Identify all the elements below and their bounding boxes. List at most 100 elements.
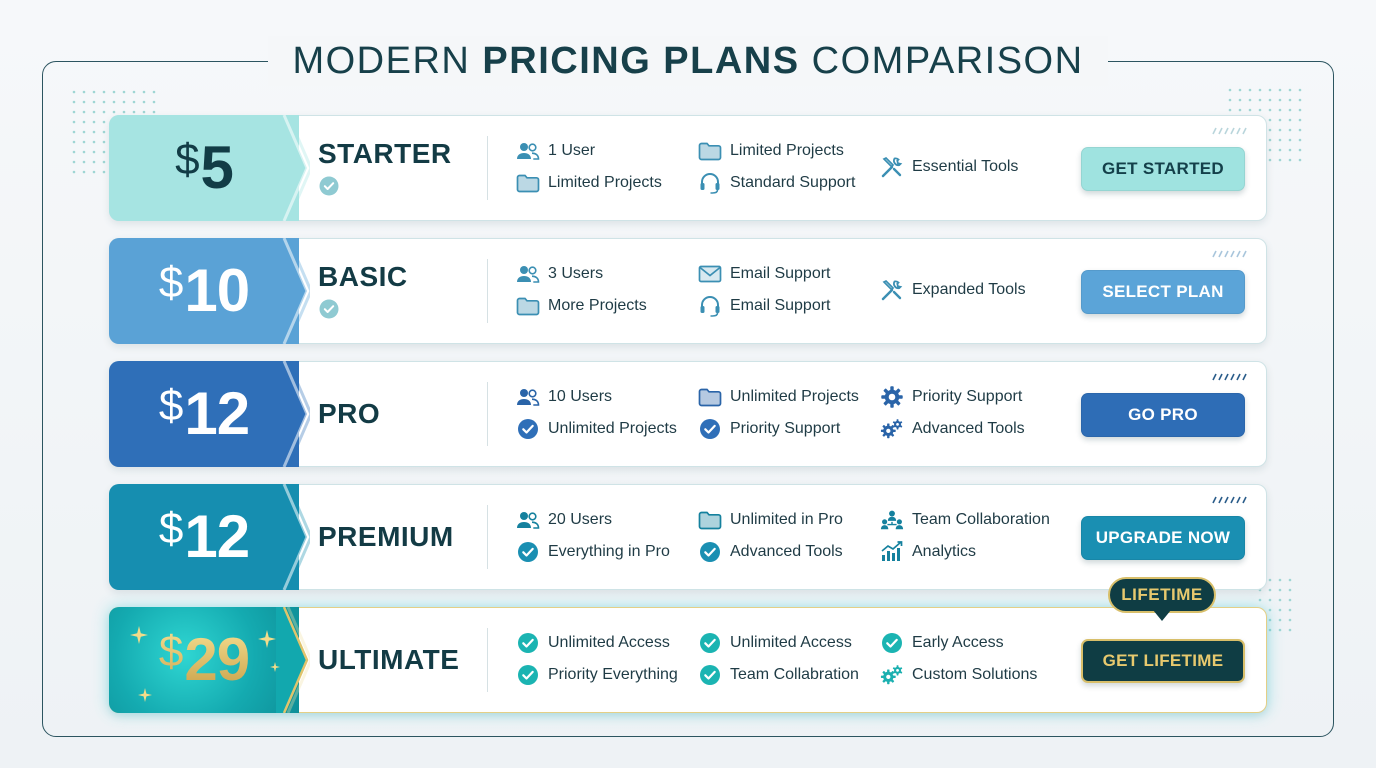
feature-item: Priority Support bbox=[698, 417, 840, 441]
plan-row-pro: $12 PRO 10 Users Unlimited Projects Unli… bbox=[109, 360, 1267, 468]
feature-label: Early Access bbox=[912, 634, 1004, 651]
folder-icon bbox=[698, 139, 722, 163]
feature-item: 10 Users bbox=[516, 385, 612, 409]
plan-check-icon bbox=[319, 176, 339, 196]
select-plan-button[interactable]: SELECT PLAN bbox=[1081, 270, 1245, 314]
folder-icon bbox=[516, 171, 540, 195]
feature-label: Email Support bbox=[730, 297, 831, 314]
get-lifetime-button[interactable]: GET LIFETIME bbox=[1081, 639, 1245, 683]
feature-item: Priority Support bbox=[880, 385, 1022, 409]
check-circle-icon bbox=[698, 663, 722, 687]
users-icon bbox=[516, 262, 540, 286]
plan-row-basic: $10 BASIC 3 Users More Projects Email Su… bbox=[109, 237, 1267, 345]
feature-item: 1 User bbox=[516, 139, 595, 163]
row-divider bbox=[487, 136, 488, 200]
price-tab: $10 bbox=[109, 238, 299, 344]
feature-label: 1 User bbox=[548, 142, 596, 159]
row-divider bbox=[487, 382, 488, 446]
feature-item: Early Access bbox=[880, 631, 1004, 655]
feature-label: Analytics bbox=[912, 543, 977, 560]
feature-item: Expanded Tools bbox=[880, 278, 1026, 302]
check-circle-icon bbox=[698, 631, 722, 655]
feature-item: Priority Everything bbox=[516, 663, 678, 687]
feature-label: Expanded Tools bbox=[912, 281, 1026, 298]
price-amount: $12 bbox=[158, 503, 250, 570]
page-title-container: MODERN PRICING PLANS COMPARISON bbox=[268, 36, 1108, 86]
go-pro-button[interactable]: GO PRO bbox=[1081, 393, 1245, 437]
price-tab-arrow bbox=[276, 360, 313, 468]
check-circle-icon bbox=[880, 631, 904, 655]
feature-item: Analytics bbox=[880, 540, 976, 564]
price-value: 5 bbox=[200, 134, 234, 201]
price-tab: $5 bbox=[109, 115, 299, 221]
feature-label: Unlimited Projects bbox=[730, 388, 859, 405]
headset-icon bbox=[698, 171, 722, 195]
currency-symbol: $ bbox=[175, 135, 200, 184]
plan-row-ultimate: $29 ULTIMATE Unlimited Access Priority E… bbox=[109, 606, 1267, 714]
check-circle-icon bbox=[698, 540, 722, 564]
sparkle-icon bbox=[130, 626, 148, 644]
feature-item: Limited Projects bbox=[516, 171, 662, 195]
price-tab-arrow bbox=[276, 606, 313, 714]
check-circle-icon bbox=[698, 417, 722, 441]
currency-symbol: $ bbox=[158, 504, 184, 553]
team-icon bbox=[880, 508, 904, 532]
feature-label: Unlimited Access bbox=[548, 634, 670, 651]
currency-symbol: $ bbox=[158, 381, 184, 430]
feature-label: Standard Support bbox=[730, 174, 856, 191]
feature-item: Advanced Tools bbox=[880, 417, 1025, 441]
price-value: 12 bbox=[184, 503, 250, 570]
users-icon bbox=[516, 139, 540, 163]
feature-label: Team Collaboration bbox=[912, 511, 1050, 528]
price-amount: $5 bbox=[175, 134, 234, 201]
hatch-decoration bbox=[1212, 250, 1247, 258]
tools-icon bbox=[880, 155, 904, 179]
price-value: 10 bbox=[184, 257, 250, 324]
feature-item: Advanced Tools bbox=[698, 540, 843, 564]
sparkle-icon bbox=[270, 662, 280, 672]
gear-icon bbox=[880, 385, 904, 409]
folder-icon bbox=[698, 385, 722, 409]
sparkle-icon bbox=[138, 688, 152, 702]
folder-icon bbox=[698, 508, 722, 532]
price-tab-arrow bbox=[276, 114, 313, 222]
title-part-3: COMPARISON bbox=[799, 39, 1084, 82]
price-tab-arrow bbox=[276, 483, 313, 591]
row-divider bbox=[487, 259, 488, 323]
feature-item: Unlimited Access bbox=[516, 631, 670, 655]
feature-label: Advanced Tools bbox=[912, 420, 1025, 437]
price-amount: $10 bbox=[159, 257, 250, 324]
headset-icon bbox=[698, 294, 722, 318]
gears-icon bbox=[880, 663, 904, 687]
feature-item: 3 Users bbox=[516, 262, 603, 286]
feature-label: Unlimited in Pro bbox=[730, 511, 843, 528]
feature-item: Standard Support bbox=[698, 171, 855, 195]
price-value: 29 bbox=[184, 626, 250, 693]
gears-icon bbox=[880, 417, 904, 441]
users-icon bbox=[516, 508, 540, 532]
feature-item: Unlimited Access bbox=[698, 631, 852, 655]
feature-label: Limited Projects bbox=[548, 174, 662, 191]
feature-item: More Projects bbox=[516, 294, 647, 318]
plan-check-icon bbox=[319, 299, 339, 319]
plan-row-premium: $12 PREMIUM 20 Users Everything in Pro U… bbox=[109, 483, 1267, 591]
feature-item: Unlimited Projects bbox=[698, 385, 859, 409]
check-circle-icon bbox=[516, 663, 540, 687]
plan-name: BASIC bbox=[318, 261, 408, 292]
check-circle-icon bbox=[516, 540, 540, 564]
title-part-1: MODERN bbox=[292, 39, 483, 82]
get-started-button[interactable]: GET STARTED bbox=[1081, 147, 1245, 191]
sparkle-icon bbox=[258, 630, 276, 648]
feature-label: Priority Support bbox=[730, 420, 841, 437]
upgrade-now-button[interactable]: UPGRADE NOW bbox=[1081, 516, 1245, 560]
feature-label: Essential Tools bbox=[912, 158, 1019, 175]
feature-item: Everything in Pro bbox=[516, 540, 670, 564]
feature-item: Team Collabration bbox=[698, 663, 859, 687]
users-icon bbox=[516, 385, 540, 409]
feature-item: Essential Tools bbox=[880, 155, 1018, 179]
feature-item: Limited Projects bbox=[698, 139, 844, 163]
feature-item: Custom Solutions bbox=[880, 663, 1037, 687]
feature-label: Team Collabration bbox=[730, 666, 859, 683]
plan-name: STARTER bbox=[318, 138, 452, 169]
title-part-2: PRICING PLANS bbox=[482, 39, 800, 82]
